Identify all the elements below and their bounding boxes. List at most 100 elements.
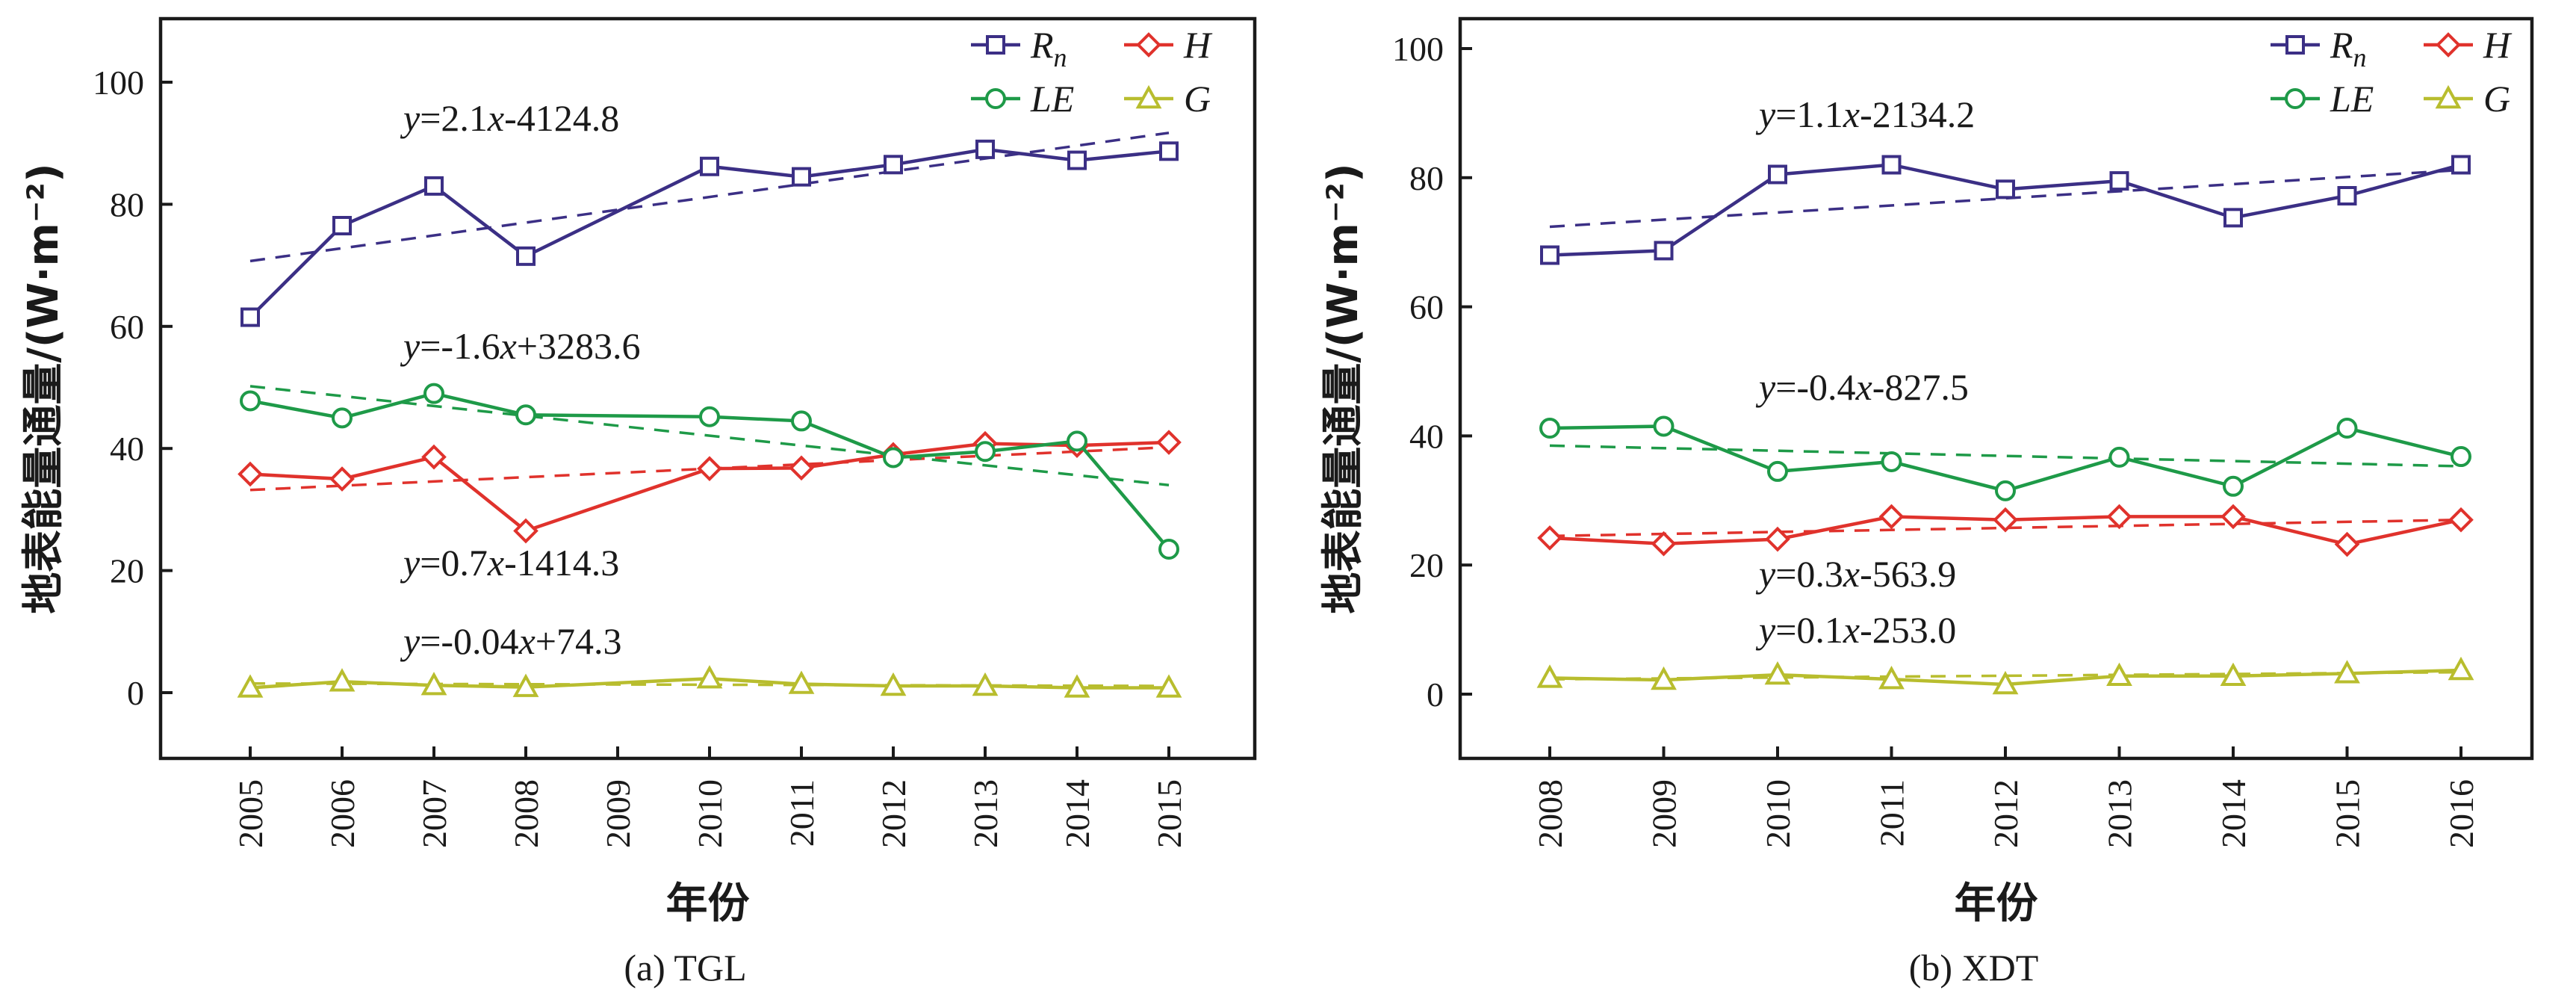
data-point-G: [329, 668, 356, 692]
trend-equation-H: y=0.7x-1414.3: [400, 542, 619, 584]
equation-part: y: [1755, 93, 1776, 135]
equation-part: =0.7: [420, 542, 488, 584]
data-point-Rn: [2223, 208, 2243, 228]
legend-label-G: G: [1184, 78, 1211, 120]
trend-line-Rn: [249, 132, 1170, 263]
x-tick-label: 2009: [599, 779, 637, 848]
data-point-LE: [515, 404, 536, 426]
data-point-LE: [791, 410, 812, 432]
equation-part: =1.1: [1775, 93, 1843, 135]
equation-part: y: [1755, 609, 1776, 651]
x-tick-label: 2010: [1759, 779, 1797, 848]
data-point-Rn: [1540, 245, 1559, 265]
equation-part: x: [1843, 93, 1860, 135]
x-tick-label: 2015: [2329, 779, 2367, 848]
legend-label-main: LE: [2330, 78, 2374, 120]
equation-part: x: [1843, 553, 1860, 595]
x-tick-label: 2013: [2101, 779, 2139, 848]
equation-part: y: [1755, 553, 1776, 595]
equation-part: x: [487, 542, 504, 584]
series-line-LE: [249, 392, 1170, 551]
data-point-LE: [883, 447, 904, 468]
data-point-G: [1064, 674, 1090, 698]
data-point-G: [1992, 670, 2019, 695]
legend-label-LE: LE: [2330, 78, 2374, 120]
legend-label-main: H: [2483, 24, 2513, 66]
data-point-LE: [1767, 460, 1788, 482]
trend-equation-H: y=0.3x-563.9: [1755, 553, 1956, 595]
equation-part: x: [1855, 366, 1872, 408]
y-tick-label: 0: [127, 674, 144, 712]
equation-part: +74.3: [536, 620, 622, 662]
y-tick-label: 80: [1409, 159, 1444, 197]
legend-label-H: H: [1183, 24, 1213, 66]
data-point-G: [696, 665, 723, 689]
data-point-LE: [1653, 415, 1675, 437]
legend-label-G: G: [2483, 78, 2510, 120]
data-point-LE: [2223, 475, 2244, 497]
trend-line-LE: [1549, 444, 2462, 468]
data-point-G: [420, 672, 447, 696]
data-point-LE: [423, 383, 444, 404]
data-point-Rn: [884, 155, 903, 175]
legend-label-Rn: Rn: [2330, 24, 2367, 72]
y-axis-title: 地表能量通量/(W·m⁻²): [19, 163, 68, 613]
data-point-G: [1651, 666, 1677, 690]
data-point-LE: [2336, 418, 2358, 439]
x-tick-label: 2014: [2215, 779, 2253, 848]
trend-equation-G: y=0.1x-253.0: [1755, 609, 1956, 651]
equation-part: -253.0: [1860, 609, 1956, 651]
plot-frame: [158, 16, 1257, 761]
data-point-LE: [699, 406, 720, 427]
trend-equation-LE: y=-1.6x+3283.6: [400, 325, 640, 367]
data-point-Rn: [1768, 164, 1787, 185]
data-point-Rn: [516, 246, 536, 266]
equation-part: y: [400, 325, 420, 367]
x-tick-label: 2016: [2442, 779, 2480, 848]
equation-part: y: [400, 620, 420, 662]
data-point-LE: [1881, 451, 1902, 472]
data-point-LE: [2451, 446, 2471, 468]
data-point-H: [1878, 504, 1905, 530]
y-tick-label: 100: [1392, 30, 1444, 68]
data-point-G: [237, 674, 264, 698]
legend-label-main: G: [2483, 78, 2510, 120]
x-tick-label: 2005: [232, 779, 270, 848]
data-point-LE: [1067, 430, 1087, 452]
equation-part: x: [1843, 609, 1860, 651]
data-point-H: [329, 466, 355, 492]
data-point-Rn: [792, 167, 811, 187]
y-tick-label: 40: [1409, 417, 1444, 455]
data-point-H: [697, 456, 722, 481]
data-point-G: [1878, 666, 1905, 690]
data-point-G: [972, 672, 999, 696]
equation-part: =0.1: [1775, 609, 1843, 651]
equation-part: =-0.04: [420, 620, 518, 662]
legend-marker-Rn: [986, 35, 1005, 55]
legend-marker-G: [2435, 84, 2462, 109]
x-tick-label: 2011: [783, 779, 821, 847]
x-tick-label: 2012: [1987, 779, 2025, 848]
data-point-LE: [975, 441, 996, 463]
equation-part: -563.9: [1860, 553, 1956, 595]
x-axis-title: 年份: [666, 879, 750, 928]
data-point-H: [1537, 525, 1562, 551]
data-point-Rn: [2109, 171, 2129, 191]
legend-label-LE: LE: [1030, 78, 1074, 120]
panel-caption: (a) TGL: [624, 947, 746, 989]
equation-part: +3283.6: [517, 325, 641, 367]
trend-equation-Rn: y=1.1x-2134.2: [1755, 93, 1975, 135]
legend-label-subscript: n: [2353, 43, 2367, 72]
data-point-H: [1765, 526, 1790, 552]
data-point-H: [2106, 504, 2132, 530]
y-tick-label: 60: [1409, 288, 1444, 327]
data-point-Rn: [1067, 150, 1087, 170]
x-tick-label: 2012: [875, 779, 913, 848]
legend-label-main: LE: [1030, 78, 1074, 120]
legend-marker-LE: [2285, 88, 2306, 109]
data-point-H: [1651, 531, 1677, 557]
data-point-LE: [1158, 539, 1179, 560]
legend-label-main: H: [1183, 24, 1213, 66]
data-point-Rn: [424, 176, 444, 196]
x-tick-label: 2013: [966, 779, 1005, 848]
